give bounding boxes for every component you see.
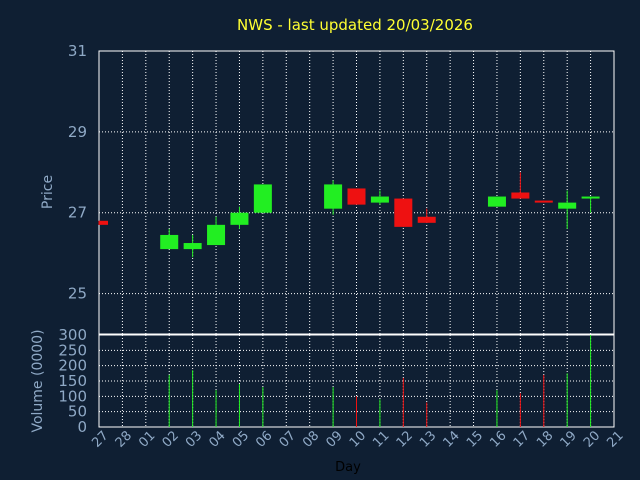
day-axis-ticks: 27 28 01 02 03 04 05 06 07 08 09 10 11 12 13 14 15 16 17 18… — [89, 428, 626, 450]
candle-body — [534, 200, 553, 203]
volume-axis-label: Volume (0000) — [30, 329, 46, 432]
volume-tick-label: 200 — [58, 357, 87, 375]
price-tick-label: 25 — [68, 285, 87, 303]
day-axis-label: Day — [335, 460, 361, 475]
volume-tick-label: 150 — [58, 372, 87, 390]
price-axis-ticks: 25 27 29 31 — [68, 42, 87, 303]
candlestick-series — [98, 172, 600, 258]
volume-series — [168, 335, 592, 427]
candle-body — [370, 196, 389, 203]
volume-tick-label: 100 — [58, 387, 87, 405]
candle-body — [99, 220, 108, 225]
candle-body — [558, 202, 577, 209]
candle-body — [417, 216, 436, 223]
price-tick-label: 29 — [68, 123, 87, 141]
chart-title: NWS - last updated 20/03/2026 — [237, 16, 473, 34]
candle-body — [160, 234, 179, 250]
volume-tick-label: 250 — [58, 341, 87, 359]
candle-body — [487, 196, 506, 207]
candle-body — [511, 192, 530, 199]
candle-body — [581, 196, 600, 199]
price-tick-label: 31 — [68, 42, 87, 60]
volume-tick-label: 50 — [68, 403, 87, 421]
candle-body — [347, 188, 366, 205]
price-axis-label: Price — [40, 175, 56, 209]
volume-tick-label: 0 — [77, 418, 87, 436]
candle-body — [253, 184, 272, 213]
price-tick-label: 27 — [68, 204, 87, 222]
candle-body — [230, 212, 249, 225]
candle-body — [207, 224, 226, 246]
price-panel-frame — [98, 50, 615, 335]
candle-body — [183, 243, 202, 250]
volume-tick-label: 300 — [58, 326, 87, 344]
candle-body — [394, 198, 413, 227]
candle-body — [324, 184, 343, 209]
